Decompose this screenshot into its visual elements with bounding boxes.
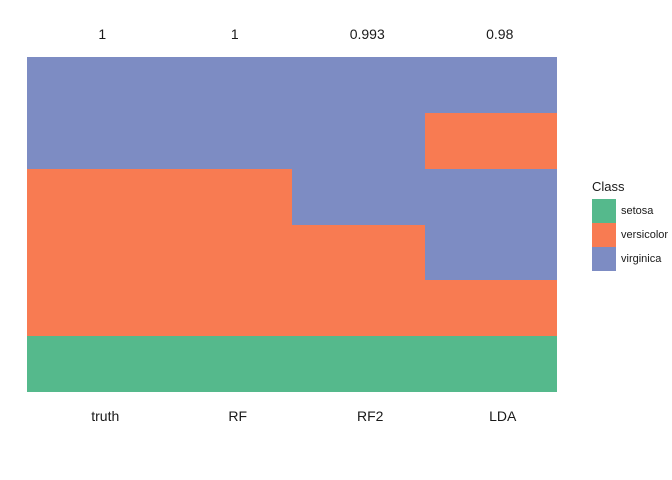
legend-swatch-versicolor bbox=[592, 223, 616, 247]
segment-versicolor bbox=[292, 224, 425, 337]
x-axis-label-1: RF bbox=[228, 408, 248, 424]
legend-swatch-virginica bbox=[592, 247, 616, 271]
legend-key-versicolor: versicolor bbox=[592, 223, 668, 247]
accuracy-label-0: 1 bbox=[98, 26, 107, 42]
x-axis-label-3: LDA bbox=[489, 408, 517, 424]
segment-virginica bbox=[424, 168, 557, 281]
segment-versicolor bbox=[159, 168, 292, 337]
column-LDA bbox=[424, 57, 557, 392]
segment-virginica bbox=[292, 57, 425, 225]
x-axis-label-0: truth bbox=[91, 408, 120, 424]
segment-virginica bbox=[159, 57, 292, 169]
column-RF2 bbox=[292, 57, 425, 392]
segment-versicolor bbox=[424, 112, 557, 169]
legend-label-versicolor: versicolor bbox=[621, 229, 669, 241]
legend-title: Class bbox=[592, 179, 625, 194]
x-axis-label-2: RF2 bbox=[357, 408, 384, 424]
segment-versicolor bbox=[27, 168, 160, 337]
segment-setosa bbox=[424, 336, 557, 392]
segment-versicolor bbox=[424, 280, 557, 337]
x-axis-labels-row: truth RF RF2 LDA bbox=[27, 407, 557, 425]
segment-setosa bbox=[27, 336, 160, 392]
segment-setosa bbox=[292, 336, 425, 392]
legend-key-setosa: setosa bbox=[592, 199, 668, 223]
legend: Class setosa versicolor virginica bbox=[592, 179, 668, 271]
legend-key-virginica: virginica bbox=[592, 247, 668, 271]
legend-keys: setosa versicolor virginica bbox=[592, 199, 668, 271]
segment-setosa bbox=[159, 336, 292, 392]
accuracy-labels-row: 1 1 0.993 0.98 bbox=[27, 25, 557, 43]
segment-virginica bbox=[27, 57, 160, 169]
accuracy-label-3: 0.98 bbox=[486, 26, 514, 42]
column-truth bbox=[27, 57, 160, 392]
legend-label-virginica: virginica bbox=[621, 253, 662, 265]
column-RF bbox=[159, 57, 292, 392]
legend-label-setosa: setosa bbox=[621, 205, 654, 217]
segment-virginica bbox=[424, 57, 557, 113]
plot-panel bbox=[27, 57, 557, 392]
legend-swatch-setosa bbox=[592, 199, 616, 223]
accuracy-label-1: 1 bbox=[230, 26, 239, 42]
accuracy-label-2: 0.993 bbox=[349, 26, 385, 42]
